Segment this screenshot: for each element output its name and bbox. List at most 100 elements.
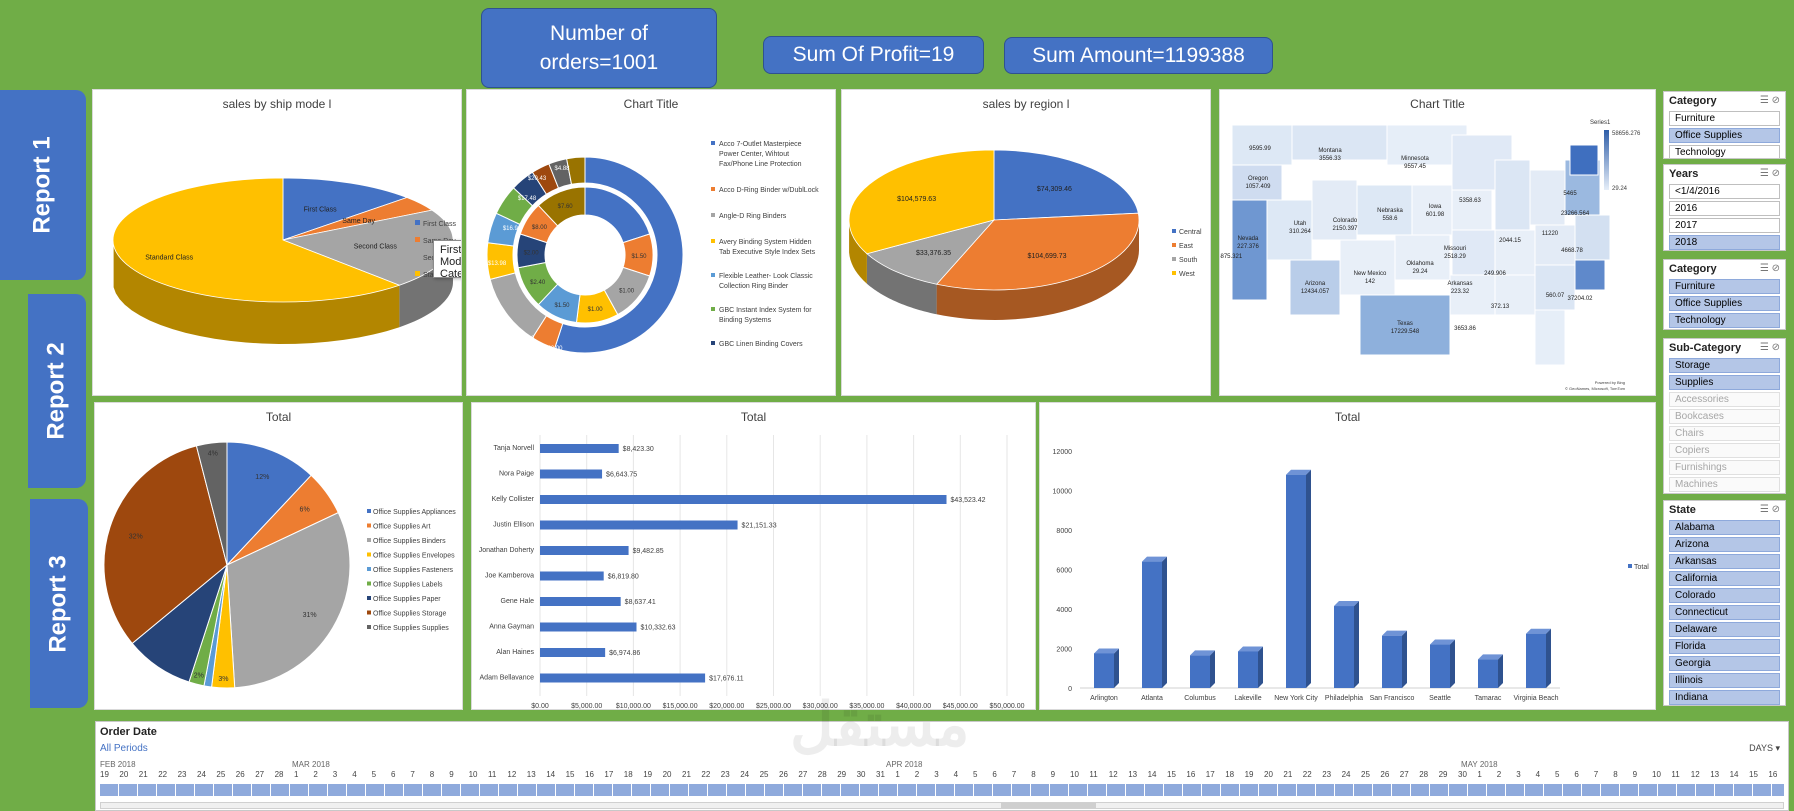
timeline-day[interactable]: 21	[138, 770, 148, 779]
timeline-day[interactable]: 15	[565, 770, 575, 779]
timeline-day[interactable]: 16	[1186, 770, 1196, 779]
slicer-item[interactable]: Office Supplies	[1669, 296, 1780, 311]
timeline-day[interactable]: 16	[585, 770, 594, 779]
timeline-day[interactable]: 29	[1438, 770, 1448, 779]
slicer-item[interactable]: Furniture	[1669, 279, 1780, 294]
timeline-day[interactable]: 3	[332, 770, 338, 779]
timeline-day[interactable]: 24	[197, 770, 206, 779]
timeline-day[interactable]: 27	[255, 770, 265, 779]
timeline-day[interactable]: 13	[526, 770, 536, 779]
timeline-day[interactable]: 11	[1671, 770, 1680, 779]
slicer-item[interactable]: Storage	[1669, 358, 1780, 373]
timeline-day[interactable]: 27	[1399, 770, 1409, 779]
report-1-tab[interactable]: Report 1	[0, 90, 86, 280]
slicer-item[interactable]: Connecticut	[1669, 605, 1780, 620]
timeline-day[interactable]: 26	[779, 770, 788, 779]
clear-filter-icon[interactable]: ☰ ⊘	[1759, 95, 1780, 106]
slicer-item[interactable]: Indiana	[1669, 690, 1780, 705]
timeline-day[interactable]: 25	[759, 770, 769, 779]
timeline-day[interactable]: 31	[876, 770, 885, 779]
timeline-day[interactable]: 1	[294, 770, 299, 779]
category-slicer-2[interactable]: Category ☰ ⊘ Furniture Office Supplies Techn…	[1663, 259, 1786, 330]
timeline-day[interactable]: 13	[1128, 770, 1138, 779]
sub-category-slicer[interactable]: Sub-Category ☰ ⊘ Storage Supplies Accessorie…	[1663, 338, 1786, 494]
salesperson-bar-chart[interactable]: $0.00 $5,000.00 $10,000.00 $15,000.00 $20,00…	[472, 403, 1036, 710]
region-chart-panel[interactable]: sales by region l $74,309.46 $104,699.73 $…	[841, 89, 1211, 396]
timeline-day[interactable]: 14	[546, 770, 556, 779]
clear-filter-icon[interactable]: ☰ ⊘	[1759, 168, 1780, 179]
subcategory-pie-panel[interactable]: Total 12% Office Supplies Appliances 6% Off…	[94, 402, 463, 710]
slicer-item[interactable]: Georgia	[1669, 656, 1780, 671]
us-map-chart[interactable]: 9595.99 Oregon 1057.409 Montana 3556.33 Minne…	[1220, 90, 1656, 396]
timeline-day[interactable]: 24	[1341, 770, 1351, 779]
timeline-day[interactable]: 23	[720, 770, 730, 779]
slicer-item[interactable]: Technology	[1669, 145, 1780, 158]
timeline-day[interactable]: 28	[274, 770, 284, 779]
timeline-day[interactable]: 3	[934, 770, 939, 779]
timeline-day[interactable]: 22	[158, 770, 168, 779]
timeline-selection-bar[interactable]	[100, 784, 1784, 796]
slicer-item[interactable]: Bookcases	[1669, 409, 1780, 424]
timeline-day[interactable]: 16	[1768, 770, 1778, 779]
timeline-day[interactable]: 20	[662, 770, 672, 779]
order-date-timeline[interactable]: Order Date All Periods DAYS ▾ FEB 2018 M…	[95, 721, 1789, 811]
slicer-item[interactable]: Delaware	[1669, 622, 1780, 637]
timeline-scroll-thumb[interactable]	[1001, 803, 1096, 808]
timeline-day[interactable]: 22	[1302, 770, 1312, 779]
timeline-day[interactable]: 4	[352, 770, 357, 779]
slicer-item[interactable]: Machines	[1669, 477, 1780, 492]
slicer-item[interactable]: Florida	[1669, 639, 1780, 654]
timeline-day[interactable]: 25	[216, 770, 226, 779]
timeline-day[interactable]: 24	[740, 770, 750, 779]
timeline-day[interactable]: 18	[1225, 770, 1235, 779]
ship-mode-chart-panel[interactable]: sales by ship mode l First Class Same Day…	[92, 89, 462, 396]
timeline-day[interactable]: 26	[235, 770, 245, 779]
timeline-day[interactable]: 2	[1496, 770, 1502, 779]
timeline-day[interactable]: 12	[507, 770, 517, 779]
timeline-day[interactable]: 26	[1380, 770, 1390, 779]
timeline-day[interactable]: 10	[1070, 770, 1079, 779]
timeline-day[interactable]: 7	[410, 770, 415, 779]
timeline-day[interactable]: 17	[1788, 770, 1789, 779]
timeline-day[interactable]: 6	[992, 770, 997, 779]
timeline-day[interactable]: 30	[856, 770, 866, 779]
slicer-item[interactable]: Chairs	[1669, 426, 1780, 441]
timeline-day[interactable]: 30	[1458, 770, 1467, 779]
timeline-day[interactable]: 11	[1089, 770, 1098, 779]
timeline-day[interactable]: 6	[1574, 770, 1579, 779]
timeline-day[interactable]: 19	[1244, 770, 1254, 779]
timeline-day[interactable]: 29	[837, 770, 847, 779]
timeline-day[interactable]: 8	[429, 770, 435, 779]
slicer-item[interactable]: Illinois	[1669, 673, 1780, 688]
slicer-item[interactable]: 2018	[1669, 235, 1780, 250]
slicer-item[interactable]: Colorado	[1669, 588, 1780, 603]
timeline-scrollbar[interactable]	[100, 802, 1784, 809]
timeline-day[interactable]: 20	[119, 770, 129, 779]
timeline-day[interactable]: 7	[1593, 770, 1599, 779]
timeline-day[interactable]: 23	[177, 770, 187, 779]
slicer-item[interactable]: Copiers	[1669, 443, 1780, 458]
slicer-item[interactable]: Accessories	[1669, 392, 1780, 407]
timeline-day[interactable]: 1	[1477, 770, 1482, 779]
timeline-day[interactable]: 5	[973, 770, 978, 779]
slicer-item[interactable]: California	[1669, 571, 1780, 586]
timeline-day[interactable]: 21	[682, 770, 691, 779]
timeline-day[interactable]: 14	[1147, 770, 1157, 779]
timeline-day[interactable]: 19	[643, 770, 653, 779]
subcategory-pie-chart[interactable]: 12% Office Supplies Appliances 6% Office Su…	[95, 403, 463, 710]
timeline-day[interactable]: 28	[1419, 770, 1429, 779]
timeline-day[interactable]: 1	[895, 770, 900, 779]
state-slicer[interactable]: State ☰ ⊘ Alabama Arizona Arkansas California…	[1663, 500, 1786, 706]
clear-filter-icon[interactable]: ☰ ⊘	[1759, 342, 1780, 353]
slicer-item[interactable]: Furnishings	[1669, 460, 1780, 475]
timeline-day[interactable]: 13	[1710, 770, 1720, 779]
timeline-day[interactable]: 8	[1031, 770, 1036, 779]
clear-filter-icon[interactable]: ☰ ⊘	[1759, 504, 1780, 515]
map-chart-panel[interactable]: Chart Title 9595.99 Oregon 1057.409 Montana…	[1219, 89, 1656, 396]
city-column-panel[interactable]: Total 0 2000 4000 6000 8000 10000 12000 Arlingt…	[1039, 402, 1656, 710]
timeline-day[interactable]: 15	[1749, 770, 1758, 779]
timeline-day[interactable]: 8	[1613, 770, 1618, 779]
salesperson-bar-panel[interactable]: Total $0.00 $5,000.00 $10,000.00 $15,000.00…	[471, 402, 1036, 710]
slicer-item[interactable]: <1/4/2016	[1669, 184, 1780, 199]
slicer-item[interactable]: Alabama	[1669, 520, 1780, 535]
